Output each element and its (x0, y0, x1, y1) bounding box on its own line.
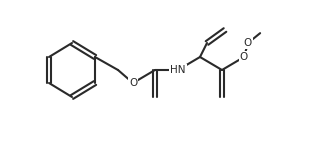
Text: HN: HN (170, 65, 186, 75)
Text: O: O (240, 52, 248, 62)
Text: O: O (244, 38, 252, 48)
Text: O: O (129, 78, 137, 88)
